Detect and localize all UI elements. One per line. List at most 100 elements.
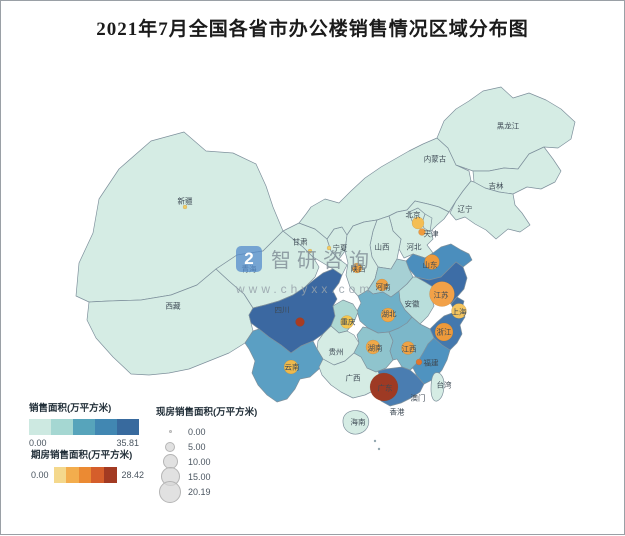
bubble-hubei — [380, 307, 396, 323]
bubble-jiangxi — [401, 341, 415, 355]
label-hunan: 湖南 — [368, 343, 383, 353]
label-shandong: 山东 — [423, 260, 438, 270]
bubble-zhejiang — [434, 322, 454, 342]
legend-sales-colorbar — [29, 419, 139, 435]
bubble-shanghai — [451, 303, 467, 319]
bubble-gansu — [307, 248, 313, 254]
label-heilongjiang: 黑龙江 — [497, 121, 520, 131]
label-jiangsu: 江苏 — [434, 290, 449, 300]
existing-legend-label-3: 15.00 — [188, 471, 211, 482]
label-shaanxi: 陕西 — [351, 264, 366, 274]
label-qinghai: 青海 — [242, 264, 257, 274]
islet-dot — [377, 447, 381, 451]
legend-existing-rows: 0.00 5.00 10.00 15.00 20.19 — [156, 424, 266, 503]
bubble-sichuan — [295, 317, 305, 327]
label-xinjiang: 新疆 — [178, 196, 193, 206]
legend-existing-area: 现房销售面积(万平方米) 0.00 5.00 10.00 15.00 20.19 — [156, 404, 266, 503]
legend-presale-title: 期房销售面积(万平方米) — [31, 450, 133, 461]
label-macau: 澳门 — [411, 393, 426, 403]
existing-legend-circle-4 — [159, 480, 181, 503]
existing-legend-circle-1 — [165, 441, 175, 452]
bubble-xinjiang — [182, 204, 188, 210]
sales-swatch-4 — [117, 419, 139, 435]
bubble-jiangsu — [429, 281, 455, 307]
bubble-fujian — [415, 358, 423, 366]
presale-swatch-4 — [103, 467, 117, 483]
legend-sales-min: 0.00 — [29, 438, 47, 448]
label-taiwan: 台湾 — [437, 380, 452, 390]
province-qinghai[interactable] — [215, 230, 320, 309]
existing-legend-label-4: 20.19 — [188, 486, 211, 497]
sales-swatch-1 — [51, 419, 73, 435]
bubble-hunan — [365, 339, 381, 355]
sales-swatch-2 — [73, 419, 95, 435]
existing-legend-label-0: 0.00 — [188, 426, 206, 437]
page-title: 2021年7月全国各省市办公楼销售情况区域分布图 — [96, 19, 529, 40]
presale-swatch-1 — [66, 467, 79, 483]
bubble-chongqing — [340, 315, 354, 329]
label-jiangxi: 江西 — [402, 345, 417, 354]
province-yunnan[interactable] — [244, 328, 324, 403]
legend-sales-area: 销售面积(万平方米) 0.00 35.81 — [29, 400, 143, 448]
label-hongkong: 香港 — [390, 407, 405, 417]
existing-legend-label-2: 10.00 — [188, 456, 211, 467]
label-inner-mongolia: 内蒙古 — [424, 154, 447, 164]
bubble-henan — [375, 278, 389, 292]
sales-swatch-0 — [29, 419, 51, 435]
south-sea-islets — [373, 439, 381, 451]
province-taiwan[interactable] — [430, 372, 445, 402]
province-hainan[interactable] — [342, 410, 370, 435]
label-gansu: 甘肃 — [293, 237, 308, 247]
legend-sales-max: 35.81 — [116, 438, 139, 448]
bubble-tianjin — [418, 228, 426, 236]
islet-dot — [373, 439, 377, 443]
label-beijing: 北京 — [406, 210, 421, 220]
province-shapes — [75, 86, 576, 435]
label-hainan: 海南 — [351, 417, 366, 427]
presale-swatch-2 — [78, 467, 92, 483]
existing-legend-item-0: 0.00 — [156, 424, 266, 439]
label-henan: 河南 — [376, 282, 391, 292]
label-guangxi: 广西 — [346, 373, 361, 383]
presale-swatch-3 — [91, 467, 104, 483]
bubble-beijing — [411, 216, 425, 230]
label-tianjin: 天津 — [424, 230, 439, 239]
label-guizhou: 贵州 — [329, 347, 344, 357]
legend-presale-min: 0.00 — [31, 470, 49, 480]
existing-legend-item-4: 20.19 — [156, 480, 266, 503]
legend-sales-title: 销售面积(万平方米) — [29, 403, 112, 414]
existing-legend-circle-0 — [168, 430, 172, 433]
presale-swatch-0 — [53, 467, 67, 483]
bubble-ningxia — [326, 245, 332, 251]
province-liaoning[interactable] — [449, 180, 531, 240]
bubble-shaanxi — [351, 262, 363, 274]
label-anhui: 安徽 — [405, 299, 420, 309]
legend-presale-area: 期房销售面积(万平方米) 0.00 28.42 — [31, 447, 201, 483]
bubble-yunnan — [283, 359, 299, 375]
legend-existing-title: 现房销售面积(万平方米) — [156, 407, 258, 418]
sales-swatch-3 — [95, 419, 117, 435]
label-tibet: 西藏 — [166, 301, 181, 311]
label-shanghai: 上海 — [452, 307, 467, 317]
bubble-guangdong — [369, 372, 399, 402]
label-hubei: 湖北 — [382, 310, 397, 319]
label-chongqing: 重庆 — [341, 317, 356, 327]
label-shanxi: 山西 — [375, 242, 390, 252]
label-yunnan: 云南 — [285, 362, 300, 372]
existing-legend-item-1: 5.00 — [156, 439, 266, 454]
data-bubbles — [182, 204, 467, 402]
label-guangdong: 广东 — [378, 383, 393, 393]
bubble-shandong — [424, 254, 440, 270]
label-hebei: 河北 — [407, 243, 422, 252]
label-ningxia: 宁夏 — [333, 243, 348, 253]
label-fujian: 福建 — [424, 358, 439, 368]
legend-presale-max: 28.42 — [121, 470, 145, 480]
label-jilin: 吉林 — [489, 181, 504, 191]
label-liaoning: 辽宁 — [458, 204, 473, 214]
existing-legend-label-1: 5.00 — [188, 441, 206, 452]
label-sichuan: 四川 — [275, 306, 290, 315]
legend-presale-colorbar — [53, 467, 117, 483]
